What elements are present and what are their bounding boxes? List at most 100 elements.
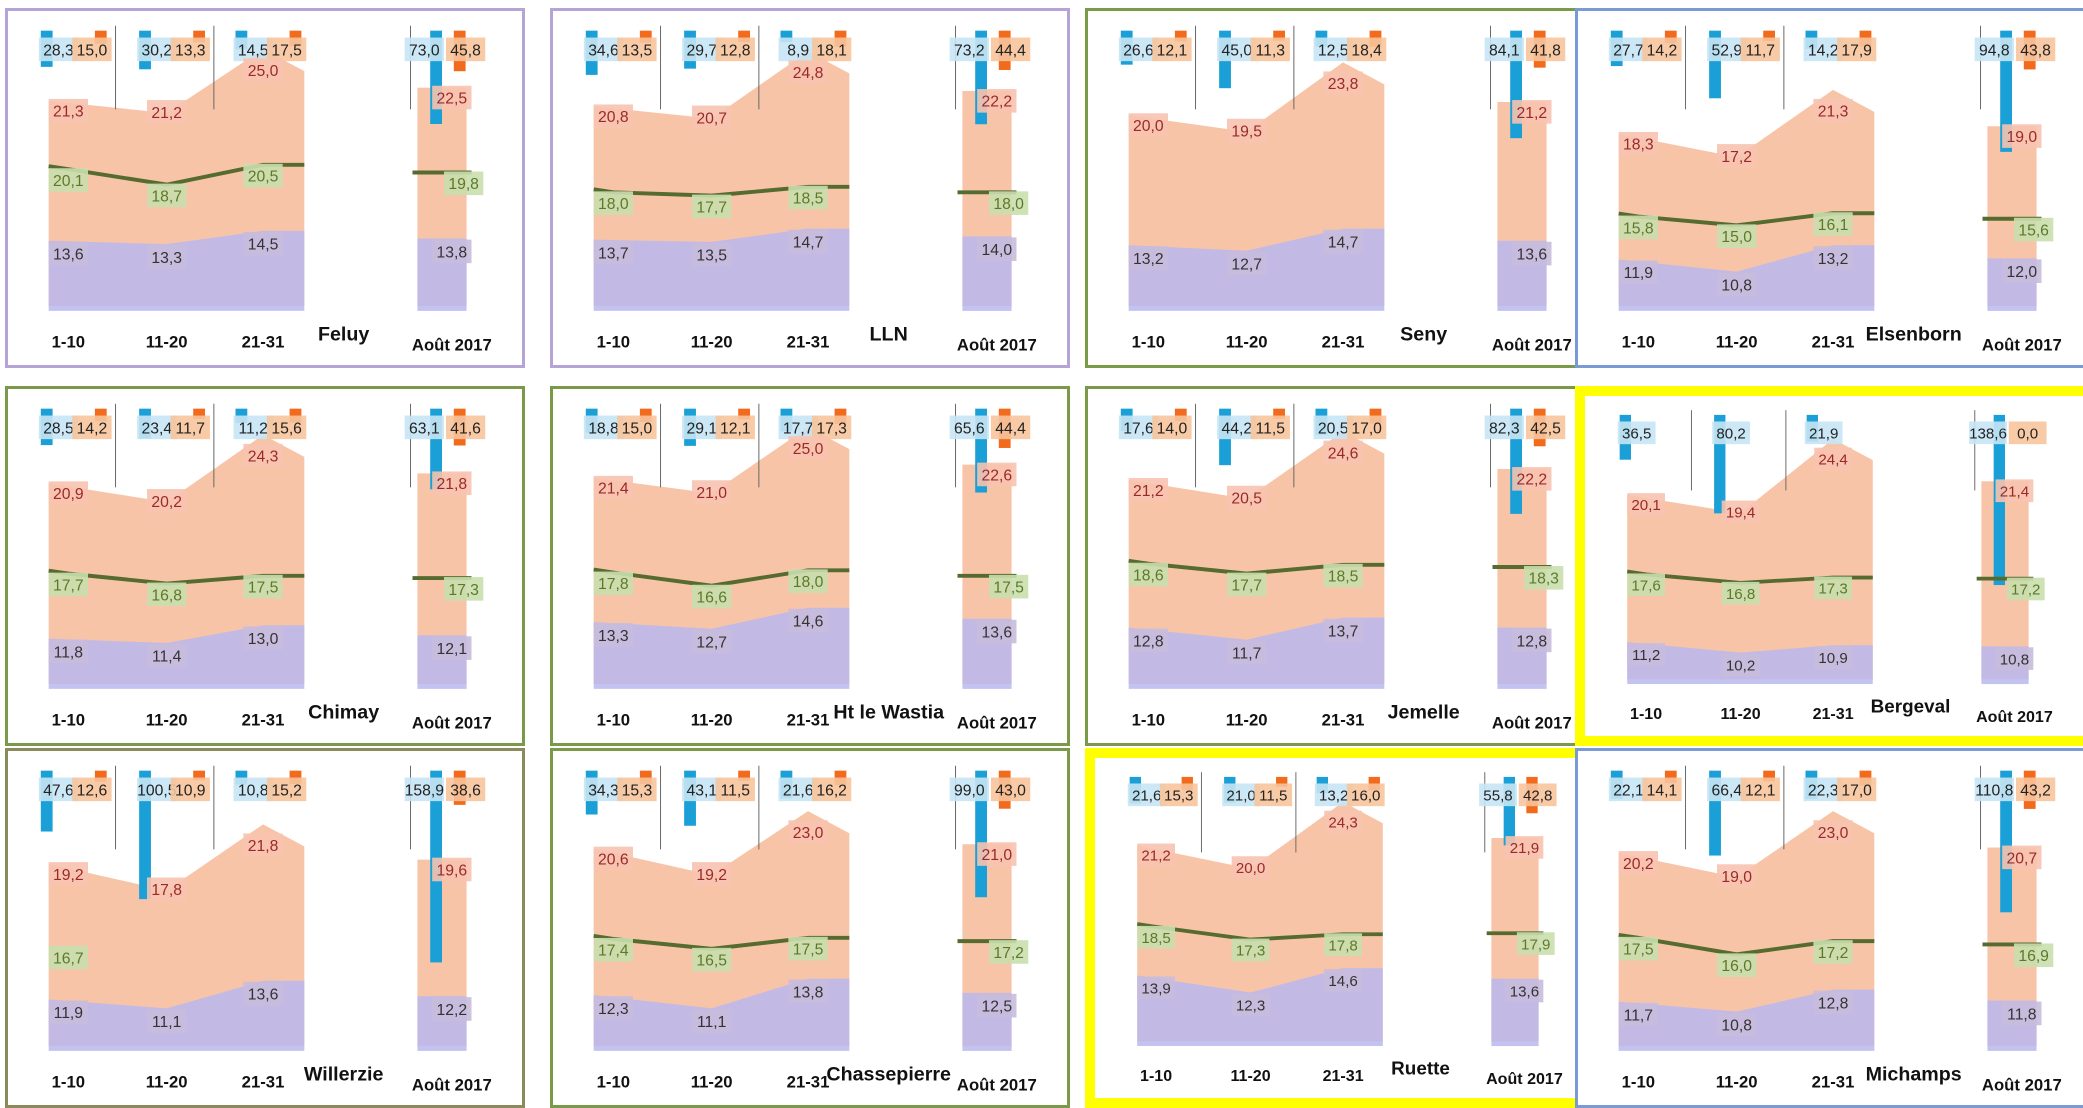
sun-bar (289, 770, 302, 785)
sun-value-text: 16,0 (1351, 788, 1380, 805)
station-chart-bergeval: 36,5 80,2 21,9 138,6 0,0 17,6 16,8 17,3 17,2 20,1… (1575, 386, 2083, 746)
sun-value-bg (1740, 37, 1780, 62)
max-value-bg (593, 475, 633, 500)
sun-value-bg (1346, 415, 1387, 440)
min-value-bg (788, 229, 828, 254)
min-value-text: 11,9 (1624, 265, 1653, 282)
max-value-text: 20,9 (53, 486, 84, 503)
max-value: 21,2 (147, 100, 187, 124)
max-value-bg (788, 820, 828, 844)
sun-value-bg (1152, 415, 1192, 440)
min-value-text: 11,2 (1632, 647, 1660, 664)
max-value-bg (788, 60, 828, 85)
mean-value-text: 15,8 (1623, 220, 1654, 237)
rain-value-text: 12,5 (1318, 42, 1349, 59)
sun-value: 12,1 (1740, 777, 1780, 802)
min-value-text: 11,7 (1624, 1007, 1653, 1024)
sun-value-bg (1740, 777, 1780, 802)
sun-value-bg (266, 777, 307, 802)
max-month-value-text: 21,8 (437, 476, 468, 493)
rain-bar-month (975, 408, 987, 493)
min-value-bg (147, 1009, 187, 1033)
min-month-value: 10,8 (1995, 647, 2034, 670)
sun-month-value-bg (990, 415, 1031, 440)
category-label: 11-20 (146, 332, 188, 351)
sun-value: 14,0 (1152, 415, 1192, 440)
rain-month-value: 73,0 (404, 37, 444, 62)
min-value: 11,1 (692, 1009, 732, 1033)
min-value: 10,8 (1717, 1012, 1757, 1037)
max-value: 19,2 (48, 862, 88, 886)
min-value-text: 10,8 (1721, 277, 1752, 294)
mean-value-text: 16,0 (1721, 958, 1752, 975)
max-month-value: 21,4 (1995, 479, 2034, 503)
min-value: 11,2 (1627, 643, 1665, 666)
max-value: 24,3 (243, 443, 283, 468)
sun-bar (738, 30, 751, 42)
min-value-text: 12,8 (1133, 633, 1164, 650)
mean-value: 17,7 (1227, 572, 1267, 597)
min-value-text: 13,2 (1133, 251, 1164, 268)
max-value: 20,8 (593, 104, 633, 129)
max-month-value-text: 21,2 (1517, 105, 1548, 122)
sun-value: 18,1 (811, 37, 852, 62)
sun-month-value: 42,5 (1525, 415, 1566, 440)
mean-month-value-text: 15,6 (2018, 222, 2049, 239)
sun-bar (94, 408, 107, 422)
station-name: Chimay (308, 701, 379, 723)
mean-month-value: 19,8 (443, 171, 484, 196)
mean-value: 20,1 (48, 168, 88, 192)
rain-month-value-text: 110,8 (1975, 782, 2013, 799)
chart-svg: 26,6 12,1 45,0 11,3 12,5 18,4 84,1 41,8 20,0 19,5… (1118, 25, 1572, 354)
rain-value-text: 21,6 (1132, 788, 1161, 805)
min-value-bg (48, 241, 88, 266)
rain-value-text: 29,7 (687, 42, 718, 59)
min-value-text: 11,9 (54, 1005, 83, 1022)
rain-bar-month (1510, 408, 1522, 514)
mean-value-text: 17,7 (1231, 577, 1262, 594)
min-value: 11,7 (1618, 1002, 1658, 1027)
month-label: Août 2017 (1492, 713, 1572, 732)
min-value: 11,1 (147, 1009, 187, 1033)
min-value-text: 12,8 (1818, 995, 1849, 1012)
max-value: 23,8 (1323, 71, 1363, 96)
sun-value: 14,2 (1642, 37, 1682, 62)
sun-value-bg (266, 37, 307, 62)
sun-value: 16,0 (1346, 783, 1385, 807)
category-label: 11-20 (146, 1072, 188, 1091)
max-value-bg (1227, 485, 1267, 510)
min-value-bg (1721, 653, 1760, 677)
min-value: 14,6 (788, 608, 828, 633)
max-value-text: 18,3 (1623, 137, 1654, 154)
category-label: 21-31 (787, 332, 830, 351)
max-month-value-text: 21,0 (982, 847, 1013, 864)
mean-value: 17,7 (48, 572, 88, 597)
sun-value-bg (811, 37, 852, 62)
mean-month-value: 17,5 (988, 574, 1029, 599)
rain-value-bg (1127, 783, 1166, 807)
min-month-value-bg (977, 619, 1017, 644)
mean-value: 18,7 (147, 183, 187, 208)
max-value-bg (692, 480, 732, 504)
mean-month-value-bg (988, 574, 1029, 599)
station-name: Willerzie (304, 1063, 384, 1085)
sun-month-value-text: 43,2 (2020, 782, 2051, 799)
sun-month-value: 43,8 (2015, 37, 2056, 62)
max-value: 20,6 (593, 846, 633, 871)
sun-bar (1181, 776, 1193, 790)
sun-value-text: 11,5 (1256, 420, 1286, 437)
rain-value-bg (38, 37, 79, 62)
rain-value: 66,4 (1707, 777, 1747, 802)
rain-value-bg (1707, 37, 1747, 62)
sun-month-value-bg (445, 777, 486, 802)
sun-month-value: 0,0 (2008, 421, 2047, 445)
min-value: 13,9 (1137, 976, 1175, 1000)
max-month-value-text: 21,4 (2000, 483, 2029, 500)
rain-bar (1714, 414, 1726, 514)
sun-value-text: 15,3 (622, 782, 653, 799)
rain-value: 80,2 (1712, 421, 1750, 445)
sun-value-text: 13,5 (622, 42, 653, 59)
rain-value: 47,6 (38, 777, 79, 802)
max-value-bg (692, 862, 732, 886)
min-month-value-bg (977, 237, 1017, 261)
